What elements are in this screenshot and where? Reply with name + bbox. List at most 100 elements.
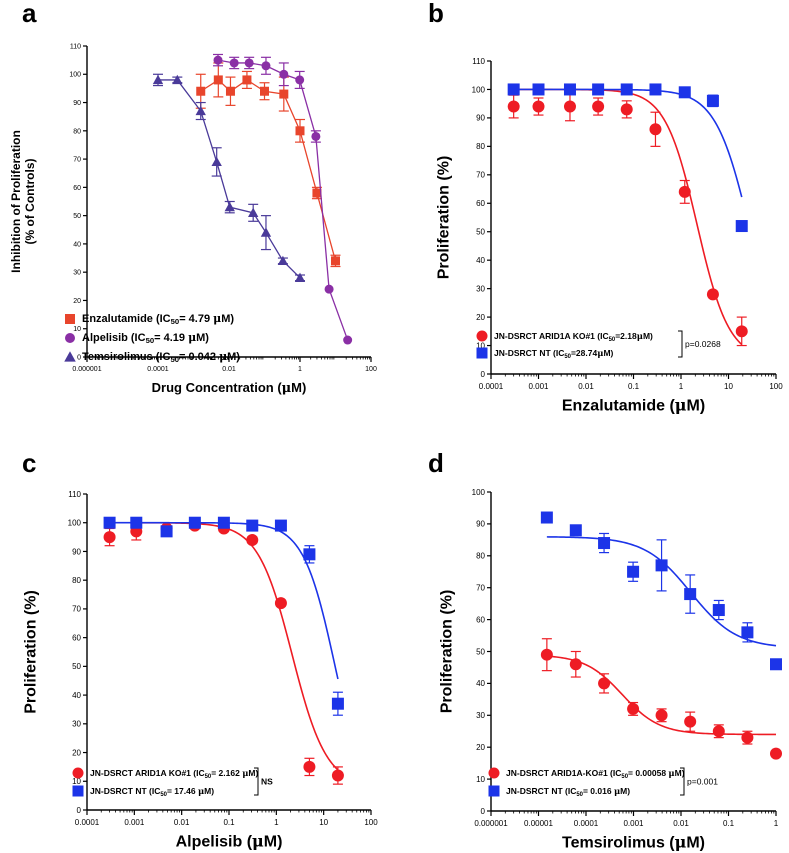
series-alpelisib (213, 53, 353, 345)
x-tick-label: 1 (774, 819, 779, 828)
data-point (620, 83, 633, 96)
legend-unit: M) (204, 786, 214, 796)
data-point (294, 272, 306, 282)
legend-unit: M) (603, 348, 613, 358)
x-tick-label: 0.0001 (574, 819, 599, 828)
data-point (217, 516, 230, 529)
data-point (303, 548, 316, 561)
x-tick-label: 0.000001 (72, 366, 101, 373)
y-tick-label: 0 (77, 354, 81, 361)
data-point (295, 126, 305, 136)
y-tick-label: 50 (73, 213, 81, 220)
y-tick-label: 80 (73, 128, 81, 135)
legend-unit: M) (221, 313, 234, 325)
y-axis-label: Proliferation (%) (436, 156, 453, 280)
y-tick-label: 50 (476, 647, 485, 656)
legend-mu: μ (597, 349, 603, 359)
y-tick-label: 110 (70, 43, 81, 50)
data-point (103, 516, 116, 529)
legend-marker (65, 333, 75, 343)
data-point (655, 559, 668, 572)
y-tick-label: 110 (68, 490, 81, 499)
legend-text: JN-DSRCT ARID1A KO#1 (IC (494, 331, 609, 341)
data-point (277, 255, 289, 266)
y-tick-label: 90 (476, 520, 485, 529)
series-line (217, 59, 349, 341)
y-axis-label: Inhibition of Proliferation (9, 130, 23, 273)
legend-label: JN-DSRCT NT (IC50= 17.46 μM) (90, 786, 214, 798)
legend-marker (72, 767, 84, 779)
data-point (160, 525, 173, 538)
data-point (655, 709, 668, 722)
data-point (684, 588, 697, 601)
legend-marker (488, 767, 500, 779)
data-point (770, 747, 782, 760)
x-tick-label: 0.01 (578, 382, 594, 391)
y-tick-label: 10 (476, 341, 485, 350)
p-value-bracket (680, 767, 685, 796)
y-tick-label: 30 (72, 720, 81, 729)
y-tick-label: 10 (72, 777, 81, 786)
legend-marker (476, 347, 488, 359)
data-point (735, 325, 748, 338)
data-point (213, 75, 223, 85)
legend-marker (65, 314, 75, 324)
y-tick-label: 0 (481, 807, 486, 816)
y-tick-label: 90 (73, 100, 81, 107)
data-point (620, 103, 633, 116)
data-point (627, 565, 640, 578)
legend-label: JN-DSRCT ARID1A KO#1 (IC50=2.18μM) (494, 331, 653, 343)
series-jn-dsrct-arid1a-ko-1 (507, 88, 748, 347)
series-jn-dsrct-nt (540, 511, 782, 671)
y-tick-label: 0 (481, 370, 486, 379)
data-point (712, 604, 725, 617)
panel-letter: c (22, 448, 36, 478)
y-tick-label: 60 (73, 185, 81, 192)
data-point (592, 83, 605, 96)
data-point (678, 185, 691, 198)
series-jn-dsrct-nt (103, 516, 344, 716)
data-point (211, 156, 222, 167)
legend-text: JN-DSRCT NT (IC (90, 786, 160, 796)
x-axis-label-text: Temsirolimus ( (562, 834, 675, 851)
x-axis-label-text: Enzalutamide ( (562, 397, 676, 414)
legend-subscript: 50 (171, 317, 180, 326)
x-tick-label: 0.1 (628, 382, 640, 391)
y-axis-label: Proliferation (%) (23, 590, 40, 714)
data-point (598, 537, 611, 550)
y-tick-label: 70 (476, 584, 485, 593)
legend-subscript: 50 (609, 337, 616, 343)
y-tick-label: 80 (72, 576, 81, 585)
data-point (706, 94, 719, 107)
legend-value: = 17.46 (167, 786, 198, 796)
data-point (741, 731, 754, 744)
x-tick-label: 0.01 (673, 819, 689, 828)
data-point (627, 702, 640, 715)
data-point (532, 83, 545, 96)
p-value-label: p=0.001 (687, 777, 718, 787)
x-tick-label: 0.0001 (479, 382, 504, 391)
panel-d: d 0 10 20 30 40 50 60 70 80 90 100 0.000001 0.00001 0.… (428, 448, 782, 851)
data-point (311, 131, 321, 141)
y-tick-label: 50 (476, 228, 485, 237)
data-point (224, 201, 235, 212)
x-tick-label: 100 (365, 366, 377, 373)
legend-value: = 0.042 (179, 351, 219, 363)
data-point (331, 697, 344, 710)
data-point (242, 75, 252, 85)
series-enzalutamide (195, 62, 341, 268)
x-tick-label: 0.001 (124, 818, 145, 827)
legend-unit: M) (227, 351, 240, 363)
y-tick-label: 100 (69, 72, 81, 79)
p-value-label: NS (261, 777, 273, 787)
data-point (279, 69, 289, 79)
legend-text: JN-DSRCT ARID1A-KO#1 (IC (506, 768, 621, 778)
x-tick-label: 10 (724, 382, 733, 391)
x-axis-label: Enzalutamide (μM) (562, 395, 705, 414)
data-point (246, 519, 259, 532)
legend-text: Alpelisib (IC (82, 332, 146, 344)
p-value-label: p=0.0268 (685, 339, 721, 349)
data-point (649, 83, 662, 96)
y-tick-label: 20 (73, 298, 81, 305)
data-point (260, 227, 272, 237)
